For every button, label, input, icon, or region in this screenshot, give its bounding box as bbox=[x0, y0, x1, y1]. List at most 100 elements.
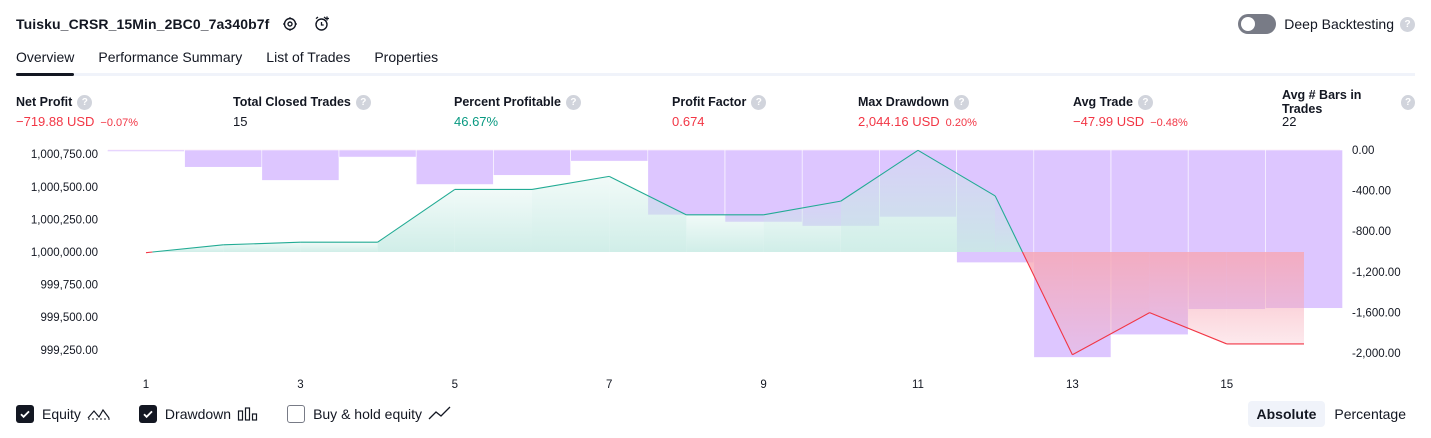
equity-profit-area bbox=[840, 150, 918, 252]
toggle-knob bbox=[1241, 17, 1256, 31]
drawdown-bar[interactable] bbox=[261, 149, 340, 181]
strategy-header: Tuisku_CRSR_15Min_2BC0_7a340b7f bbox=[16, 12, 333, 36]
stat-value: 22 bbox=[1282, 114, 1297, 129]
equity-loss-area bbox=[1149, 252, 1227, 344]
stat-value: 2,044.16 USD bbox=[858, 114, 940, 129]
legend-drawdown[interactable]: Drawdown bbox=[138, 405, 259, 423]
left-axis-tick-label: 1,000,500.00 bbox=[31, 182, 98, 194]
stat-label: Avg Trade bbox=[1073, 95, 1133, 109]
x-axis-tick-label: 5 bbox=[452, 379, 458, 391]
equity-line-segment[interactable] bbox=[1072, 312, 1150, 356]
drawdown-bar[interactable] bbox=[415, 149, 494, 185]
drawdown-checkbox[interactable] bbox=[138, 405, 157, 423]
equity-line-icon bbox=[87, 406, 111, 422]
left-axis-tick-label: 999,250.00 bbox=[40, 345, 98, 357]
stat-label: Net Profit bbox=[16, 95, 73, 109]
equity-line-segment[interactable] bbox=[1021, 251, 1073, 355]
tab-properties[interactable]: Properties bbox=[374, 49, 439, 65]
info-icon[interactable]: ? bbox=[77, 94, 93, 110]
equity-line-segment[interactable] bbox=[994, 195, 1023, 253]
drawdown-bar[interactable] bbox=[338, 149, 417, 158]
stat-label: Avg # Bars in Trades bbox=[1282, 88, 1362, 116]
right-axis-tick-label: -2,000.00 bbox=[1352, 348, 1401, 360]
tab-list-of-trades[interactable]: List of Trades bbox=[266, 49, 351, 65]
add-alert-icon[interactable] bbox=[311, 13, 333, 35]
strategy-title: Tuisku_CRSR_15Min_2BC0_7a340b7f bbox=[16, 16, 270, 32]
stat-value: −47.99 USD bbox=[1073, 114, 1145, 129]
stat-total-closed-trades: Total Closed Trades? 15 bbox=[233, 94, 371, 129]
stat-value: 0.674 bbox=[672, 114, 705, 129]
left-axis-tick-label: 999,750.00 bbox=[40, 280, 98, 292]
info-icon[interactable]: ? bbox=[1401, 94, 1415, 110]
info-icon[interactable]: ? bbox=[751, 94, 767, 110]
chart-legend: Equity Drawdown Buy & hold equity bbox=[16, 403, 480, 425]
info-icon[interactable]: ? bbox=[565, 94, 581, 110]
value-mode-toggle: Absolute Percentage bbox=[1247, 401, 1416, 427]
equity-loss-area bbox=[1072, 252, 1150, 355]
help-icon[interactable]: ? bbox=[1400, 16, 1415, 32]
x-axis-tick-label: 7 bbox=[606, 379, 612, 391]
mode-absolute[interactable]: Absolute bbox=[1247, 401, 1326, 427]
settings-icon[interactable] bbox=[279, 13, 301, 35]
stat-label: Total Closed Trades bbox=[233, 95, 351, 109]
x-axis-tick-label: 3 bbox=[297, 379, 303, 391]
equity-line-segment[interactable] bbox=[763, 200, 841, 216]
tab-performance-summary[interactable]: Performance Summary bbox=[98, 49, 243, 65]
equity-line-segment[interactable] bbox=[531, 175, 610, 190]
buy-hold-checkbox[interactable] bbox=[287, 405, 306, 423]
right-axis-tick-label: 0.00 bbox=[1352, 145, 1374, 157]
equity-line-segment[interactable] bbox=[840, 149, 919, 202]
deep-backtesting-toggle[interactable] bbox=[1238, 14, 1277, 34]
equity-profit-area bbox=[609, 176, 687, 252]
drawdown-bar[interactable] bbox=[493, 149, 571, 176]
stat-value: −719.88 USD bbox=[16, 114, 95, 129]
tab-overview[interactable]: Overview bbox=[16, 44, 75, 76]
legend-label: Buy & hold equity bbox=[313, 406, 423, 422]
left-axis-tick-label: 999,500.00 bbox=[40, 312, 98, 324]
drawdown-bar[interactable] bbox=[184, 149, 263, 168]
info-icon[interactable]: ? bbox=[355, 94, 371, 110]
x-axis-tick-label: 9 bbox=[760, 379, 766, 391]
legend-buy-hold-equity[interactable]: Buy & hold equity bbox=[287, 405, 452, 423]
legend-equity[interactable]: Equity bbox=[16, 405, 111, 423]
equity-line-segment[interactable] bbox=[1149, 312, 1228, 345]
right-axis-tick-label: -800.00 bbox=[1352, 226, 1391, 238]
equity-profit-area bbox=[377, 189, 455, 252]
equity-profit-area bbox=[763, 201, 841, 252]
equity-line-segment[interactable] bbox=[608, 175, 687, 216]
equity-line-segment[interactable] bbox=[145, 251, 153, 254]
equity-line-segment[interactable] bbox=[223, 241, 301, 246]
stat-value: 46.67% bbox=[454, 114, 499, 129]
stat-percent: −0.07% bbox=[100, 117, 139, 129]
x-axis-tick-label: 1 bbox=[143, 379, 149, 391]
stat-net-profit: Net Profit? −719.88 USD −0.07% bbox=[16, 94, 138, 129]
stat-percent: −0.48% bbox=[1150, 117, 1188, 129]
legend-label: Drawdown bbox=[164, 406, 232, 422]
mode-percentage[interactable]: Percentage bbox=[1334, 406, 1406, 422]
stat-percent: 0.20% bbox=[945, 117, 977, 129]
equity-profit-area bbox=[300, 242, 378, 252]
x-axis-tick-label: 13 bbox=[1066, 379, 1079, 391]
deep-backtesting-label: Deep Backtesting bbox=[1284, 16, 1394, 32]
drawdown-bar[interactable] bbox=[570, 149, 649, 162]
x-axis-tick-label: 11 bbox=[912, 379, 924, 391]
equity-line-segment[interactable] bbox=[917, 149, 996, 197]
stat-value: 15 bbox=[233, 114, 248, 129]
equity-checkbox[interactable] bbox=[16, 405, 34, 423]
left-axis-tick-label: 1,000,750.00 bbox=[31, 149, 98, 161]
equity-profit-area bbox=[532, 176, 610, 252]
info-icon[interactable]: ? bbox=[954, 94, 969, 110]
equity-loss-area bbox=[1226, 252, 1304, 344]
drawdown-bar[interactable] bbox=[107, 149, 185, 152]
deep-backtesting: Deep Backtesting ? bbox=[1238, 12, 1415, 36]
equity-line-segment[interactable] bbox=[152, 244, 224, 253]
equity-line-segment[interactable] bbox=[377, 188, 456, 243]
info-icon[interactable]: ? bbox=[1137, 94, 1153, 110]
right-axis-tick-label: -1,600.00 bbox=[1352, 307, 1401, 319]
stat-label: Max Drawdown bbox=[858, 95, 949, 109]
tab-underline-track bbox=[16, 73, 1415, 76]
left-axis-tick-label: 1,000,250.00 bbox=[31, 214, 98, 226]
equity-drawdown-chart[interactable]: 1,000,750.00 1,000,500.00 1,000,250.00 1,00… bbox=[0, 140, 1431, 392]
drawdown-bars-icon bbox=[237, 406, 259, 422]
equity-profit-area bbox=[918, 150, 996, 252]
